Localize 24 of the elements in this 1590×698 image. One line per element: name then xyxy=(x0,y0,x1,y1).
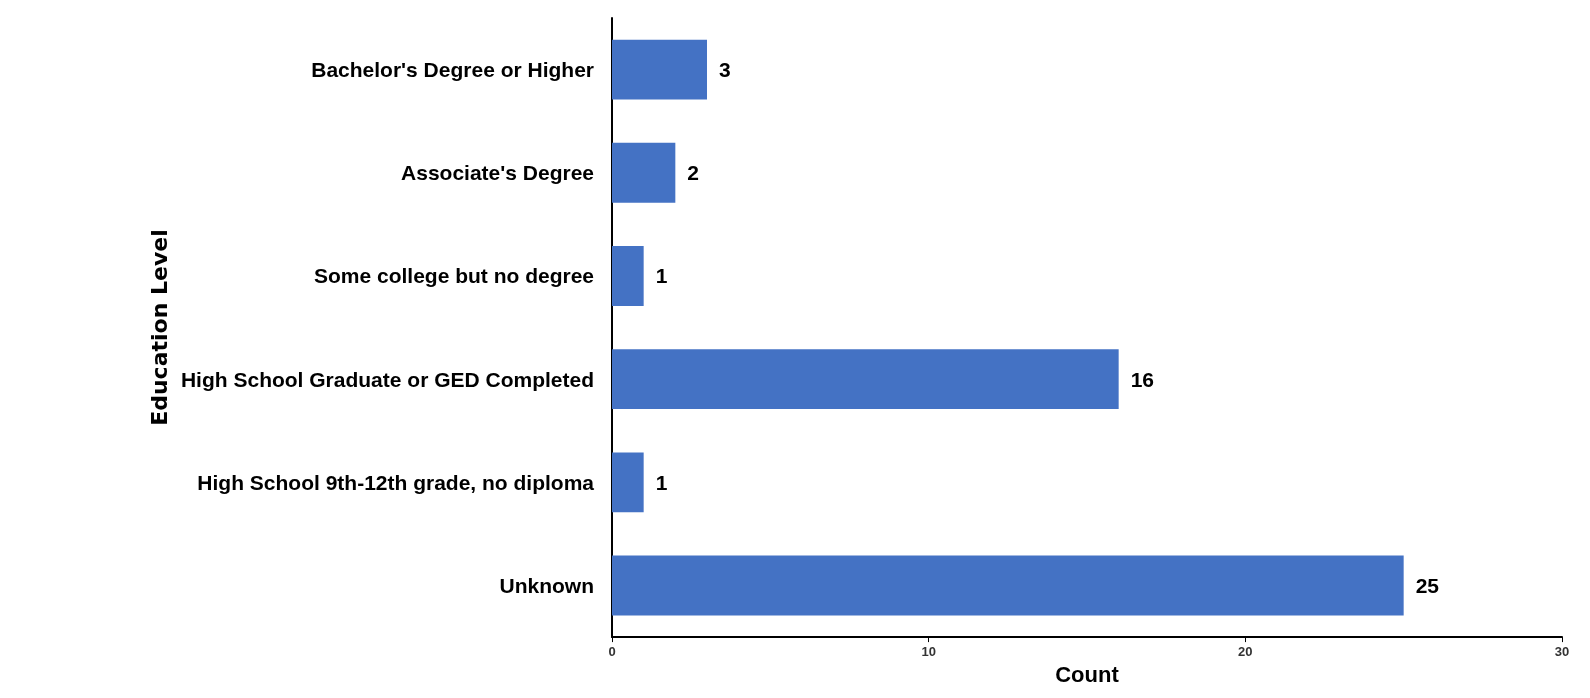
data-label: 16 xyxy=(1130,367,1155,391)
bar xyxy=(612,39,707,100)
bar xyxy=(612,142,676,203)
data-label: 1 xyxy=(655,470,668,494)
data-label: 1 xyxy=(655,264,668,288)
x-axis-title: Count xyxy=(1055,661,1120,687)
x-tick-label: 20 xyxy=(1238,644,1253,660)
y-tick-label: High School Graduate or GED Completed xyxy=(180,367,594,391)
x-tick-label: 0 xyxy=(608,644,616,660)
data-label: 3 xyxy=(719,58,731,82)
y-tick-label: Some college but no degree xyxy=(313,264,594,288)
bar xyxy=(612,555,1404,616)
y-tick-label: Bachelor's Degree or Higher xyxy=(311,58,594,82)
x-tick-label: 30 xyxy=(1554,644,1570,660)
data-label: 2 xyxy=(687,161,700,185)
data-label: 25 xyxy=(1415,574,1440,598)
x-tick-label: 10 xyxy=(921,644,936,660)
y-tick-label: High School 9th-12th grade, no diploma xyxy=(197,470,595,494)
y-axis-title: Education Level xyxy=(146,229,172,426)
y-tick-label: Associate's Degree xyxy=(401,161,594,185)
bar xyxy=(612,452,644,513)
y-tick-label: Unknown xyxy=(499,574,594,598)
bar xyxy=(612,246,644,306)
bar xyxy=(612,349,1119,410)
